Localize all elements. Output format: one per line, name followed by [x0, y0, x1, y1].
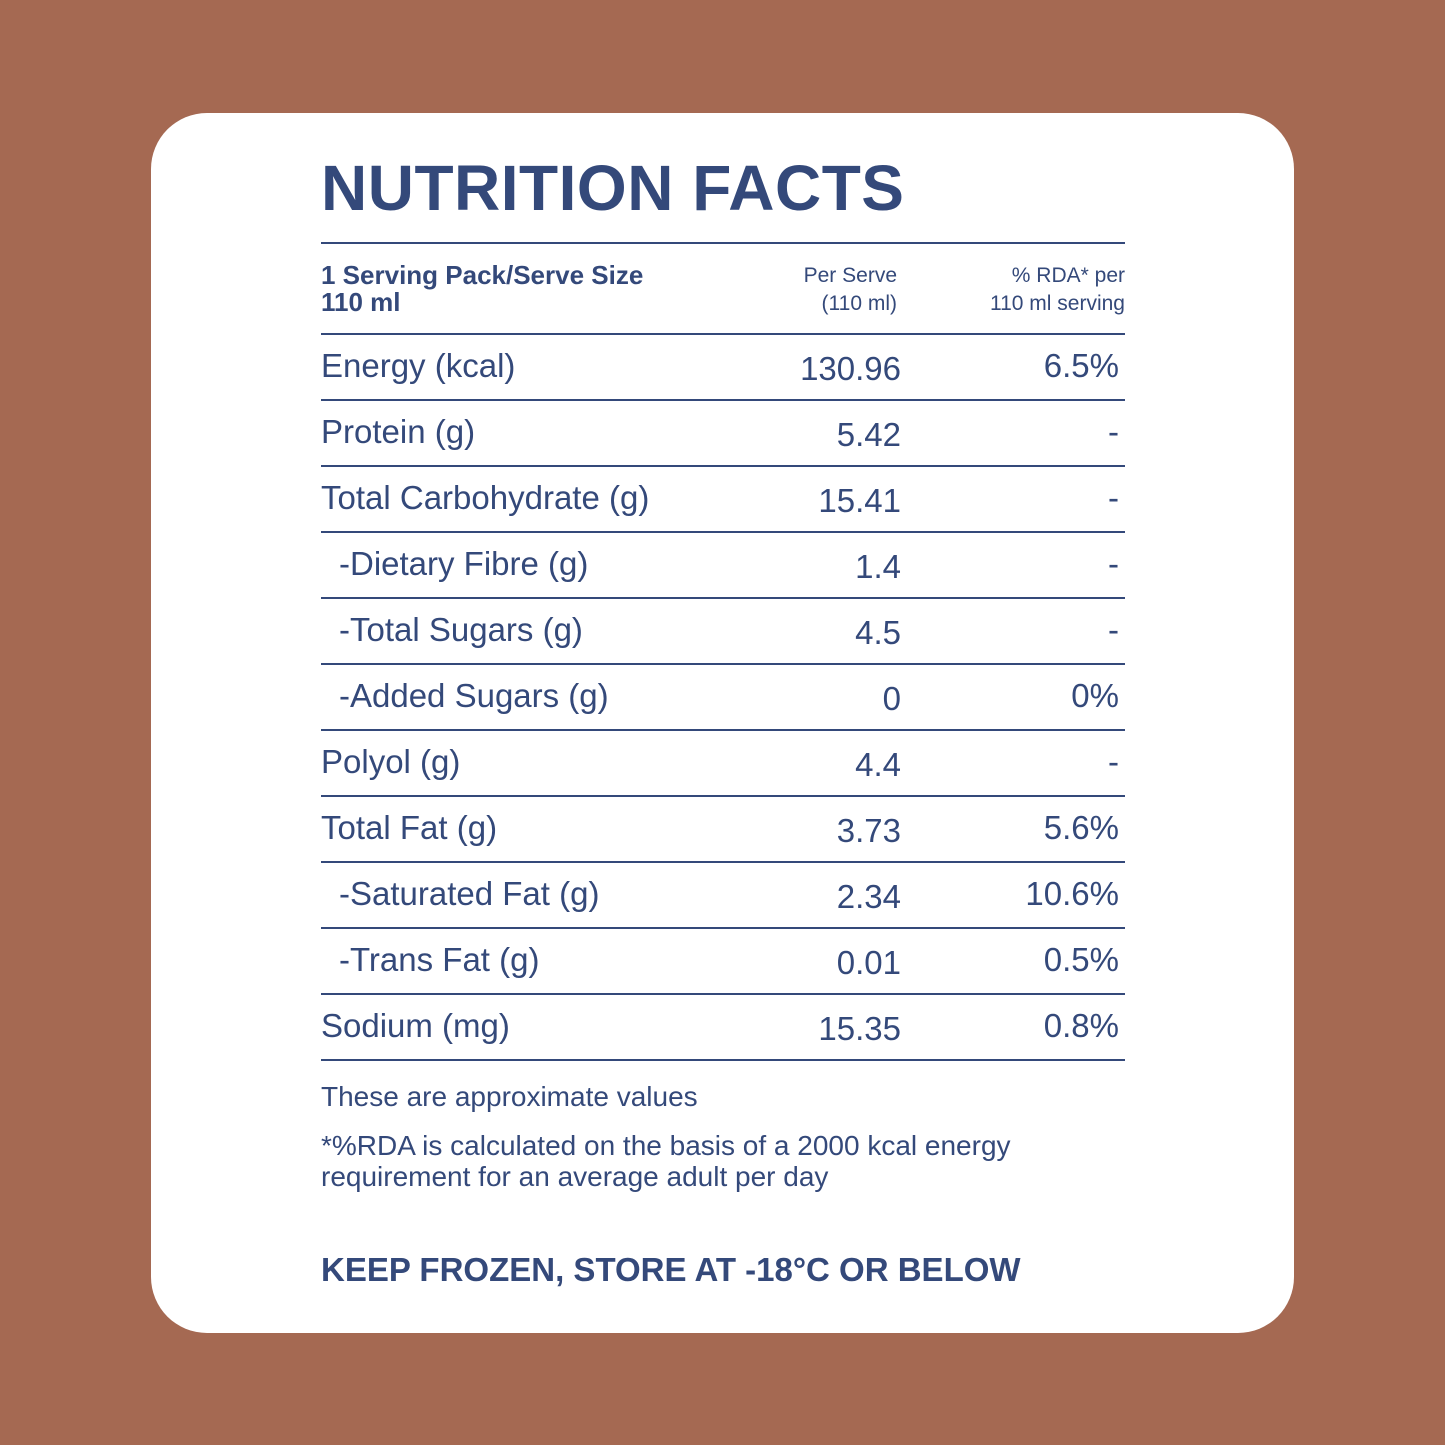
nutrient-value: 130.96: [800, 350, 901, 387]
nutrient-name: Sodium (mg): [321, 1007, 510, 1044]
rda-header: % RDA* per 110 ml serving: [990, 262, 1125, 318]
nutrient-rda: 5.6%: [1043, 809, 1119, 846]
nutrient-value: 15.41: [818, 482, 901, 519]
nutrient-name: Total Fat (g): [321, 809, 498, 846]
nutrient-rda: 0.5%: [1043, 941, 1119, 978]
rda-footnote-line2: requirement for an average adult per day: [321, 1161, 829, 1192]
approximate-values-note: These are approximate values: [321, 1081, 698, 1112]
nutrient-value: 2.34: [836, 878, 901, 915]
table-row: Total Carbohydrate (g) 15.41 -: [321, 467, 1125, 533]
nutrient-rda: -: [1108, 611, 1119, 648]
nutrient-value: 0.01: [836, 944, 901, 981]
nutrient-value: 1.4: [855, 548, 901, 585]
nutrient-value: 0: [882, 680, 901, 717]
table-row: -Saturated Fat (g) 2.34 10.6%: [321, 863, 1125, 929]
table-row: Energy (kcal) 130.96 6.5%: [321, 335, 1125, 401]
serving-size-line1: 1 Serving Pack/Serve Size: [321, 260, 644, 290]
nutrient-rda: -: [1108, 545, 1119, 582]
nutrient-name: -Saturated Fat (g): [339, 875, 600, 912]
nutrient-rda: 10.6%: [1025, 875, 1119, 912]
per-serve-header: Per Serve (110 ml): [804, 262, 897, 318]
nutrition-card: NUTRITION FACTS 1 Serving Pack/Serve Siz…: [151, 113, 1294, 1333]
table-row: Polyol (g) 4.4 -: [321, 731, 1125, 797]
table-row: -Total Sugars (g) 4.5 -: [321, 599, 1125, 665]
serving-size-label: 1 Serving Pack/Serve Size 110 ml: [321, 262, 643, 316]
rda-header-line1: % RDA* per: [1011, 264, 1125, 287]
rda-footnote-line1: *%RDA is calculated on the basis of a 20…: [321, 1130, 1011, 1161]
page-title: NUTRITION FACTS: [321, 152, 905, 224]
nutrient-value: 3.73: [836, 812, 901, 849]
table-row: -Dietary Fibre (g) 1.4 -: [321, 533, 1125, 599]
nutrient-value: 5.42: [836, 416, 901, 453]
rda-header-line2: 110 ml serving: [989, 292, 1125, 315]
nutrient-rda: 0%: [1071, 677, 1119, 714]
nutrient-name: -Total Sugars (g): [339, 611, 583, 648]
nutrient-rda: -: [1108, 479, 1119, 516]
serving-size-line2: 110 ml: [321, 287, 401, 317]
table-row: -Trans Fat (g) 0.01 0.5%: [321, 929, 1125, 995]
rda-footnote: *%RDA is calculated on the basis of a 20…: [321, 1130, 1121, 1192]
nutrient-rda: 0.8%: [1043, 1007, 1119, 1044]
nutrient-rda: -: [1108, 413, 1119, 450]
nutrient-name: Protein (g): [321, 413, 476, 450]
table-row: Sodium (mg) 15.35 0.8%: [321, 995, 1125, 1061]
table-row: -Added Sugars (g) 0 0%: [321, 665, 1125, 731]
nutrient-name: Total Carbohydrate (g): [321, 479, 650, 516]
table-header: 1 Serving Pack/Serve Size 110 ml Per Ser…: [321, 242, 1125, 335]
nutrient-name: -Dietary Fibre (g): [339, 545, 589, 582]
nutrient-table: Energy (kcal) 130.96 6.5% Protein (g) 5.…: [321, 335, 1125, 1061]
table-row: Protein (g) 5.42 -: [321, 401, 1125, 467]
storage-instruction: KEEP FROZEN, STORE AT -18°C OR BELOW: [321, 1251, 1021, 1288]
nutrient-rda: -: [1108, 743, 1119, 780]
nutrient-value: 15.35: [818, 1010, 901, 1047]
nutrient-rda: 6.5%: [1043, 347, 1119, 384]
nutrient-name: Energy (kcal): [321, 347, 516, 384]
nutrient-value: 4.5: [855, 614, 901, 651]
nutrient-value: 4.4: [855, 746, 901, 783]
table-row: Total Fat (g) 3.73 5.6%: [321, 797, 1125, 863]
nutrient-name: -Trans Fat (g): [339, 941, 540, 978]
per-serve-line2: (110 ml): [821, 292, 897, 315]
per-serve-line1: Per Serve: [803, 264, 897, 287]
nutrient-name: Polyol (g): [321, 743, 461, 780]
nutrient-name: -Added Sugars (g): [339, 677, 609, 714]
